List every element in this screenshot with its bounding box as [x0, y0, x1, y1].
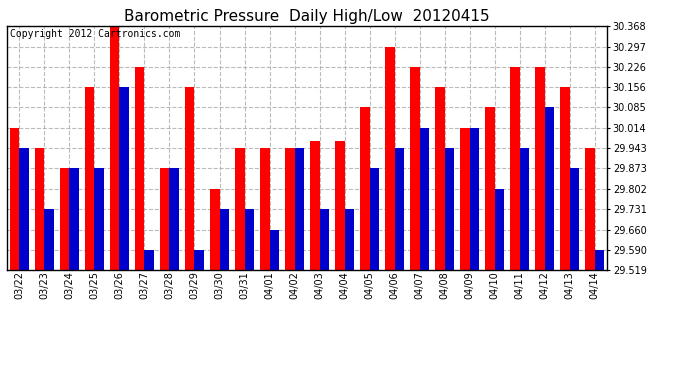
- Bar: [60, 168, 70, 270]
- Bar: [195, 250, 204, 270]
- Bar: [210, 189, 219, 270]
- Bar: [135, 67, 144, 270]
- Bar: [310, 141, 319, 270]
- Bar: [495, 189, 504, 270]
- Bar: [70, 168, 79, 270]
- Bar: [595, 250, 604, 270]
- Bar: [170, 168, 179, 270]
- Bar: [235, 148, 244, 270]
- Bar: [10, 128, 19, 270]
- Bar: [360, 108, 370, 270]
- Bar: [295, 148, 304, 270]
- Bar: [44, 209, 54, 270]
- Bar: [510, 67, 520, 270]
- Bar: [219, 209, 229, 270]
- Title: Barometric Pressure  Daily High/Low  20120415: Barometric Pressure Daily High/Low 20120…: [124, 9, 490, 24]
- Bar: [270, 230, 279, 270]
- Bar: [570, 168, 579, 270]
- Bar: [260, 148, 270, 270]
- Bar: [370, 168, 379, 270]
- Bar: [395, 148, 404, 270]
- Bar: [95, 168, 104, 270]
- Text: Copyright 2012 Cartronics.com: Copyright 2012 Cartronics.com: [10, 29, 180, 39]
- Bar: [144, 250, 154, 270]
- Bar: [385, 46, 395, 270]
- Bar: [35, 148, 44, 270]
- Bar: [285, 148, 295, 270]
- Bar: [560, 87, 570, 270]
- Bar: [185, 87, 195, 270]
- Bar: [435, 87, 444, 270]
- Bar: [520, 148, 529, 270]
- Bar: [535, 67, 544, 270]
- Bar: [420, 128, 429, 270]
- Bar: [444, 148, 454, 270]
- Bar: [544, 108, 554, 270]
- Bar: [470, 128, 479, 270]
- Bar: [19, 148, 29, 270]
- Bar: [110, 26, 119, 270]
- Bar: [244, 209, 254, 270]
- Bar: [85, 87, 95, 270]
- Bar: [160, 168, 170, 270]
- Bar: [344, 209, 354, 270]
- Bar: [585, 148, 595, 270]
- Bar: [319, 209, 329, 270]
- Bar: [460, 128, 470, 270]
- Bar: [410, 67, 420, 270]
- Bar: [119, 87, 129, 270]
- Bar: [335, 141, 344, 270]
- Bar: [485, 108, 495, 270]
